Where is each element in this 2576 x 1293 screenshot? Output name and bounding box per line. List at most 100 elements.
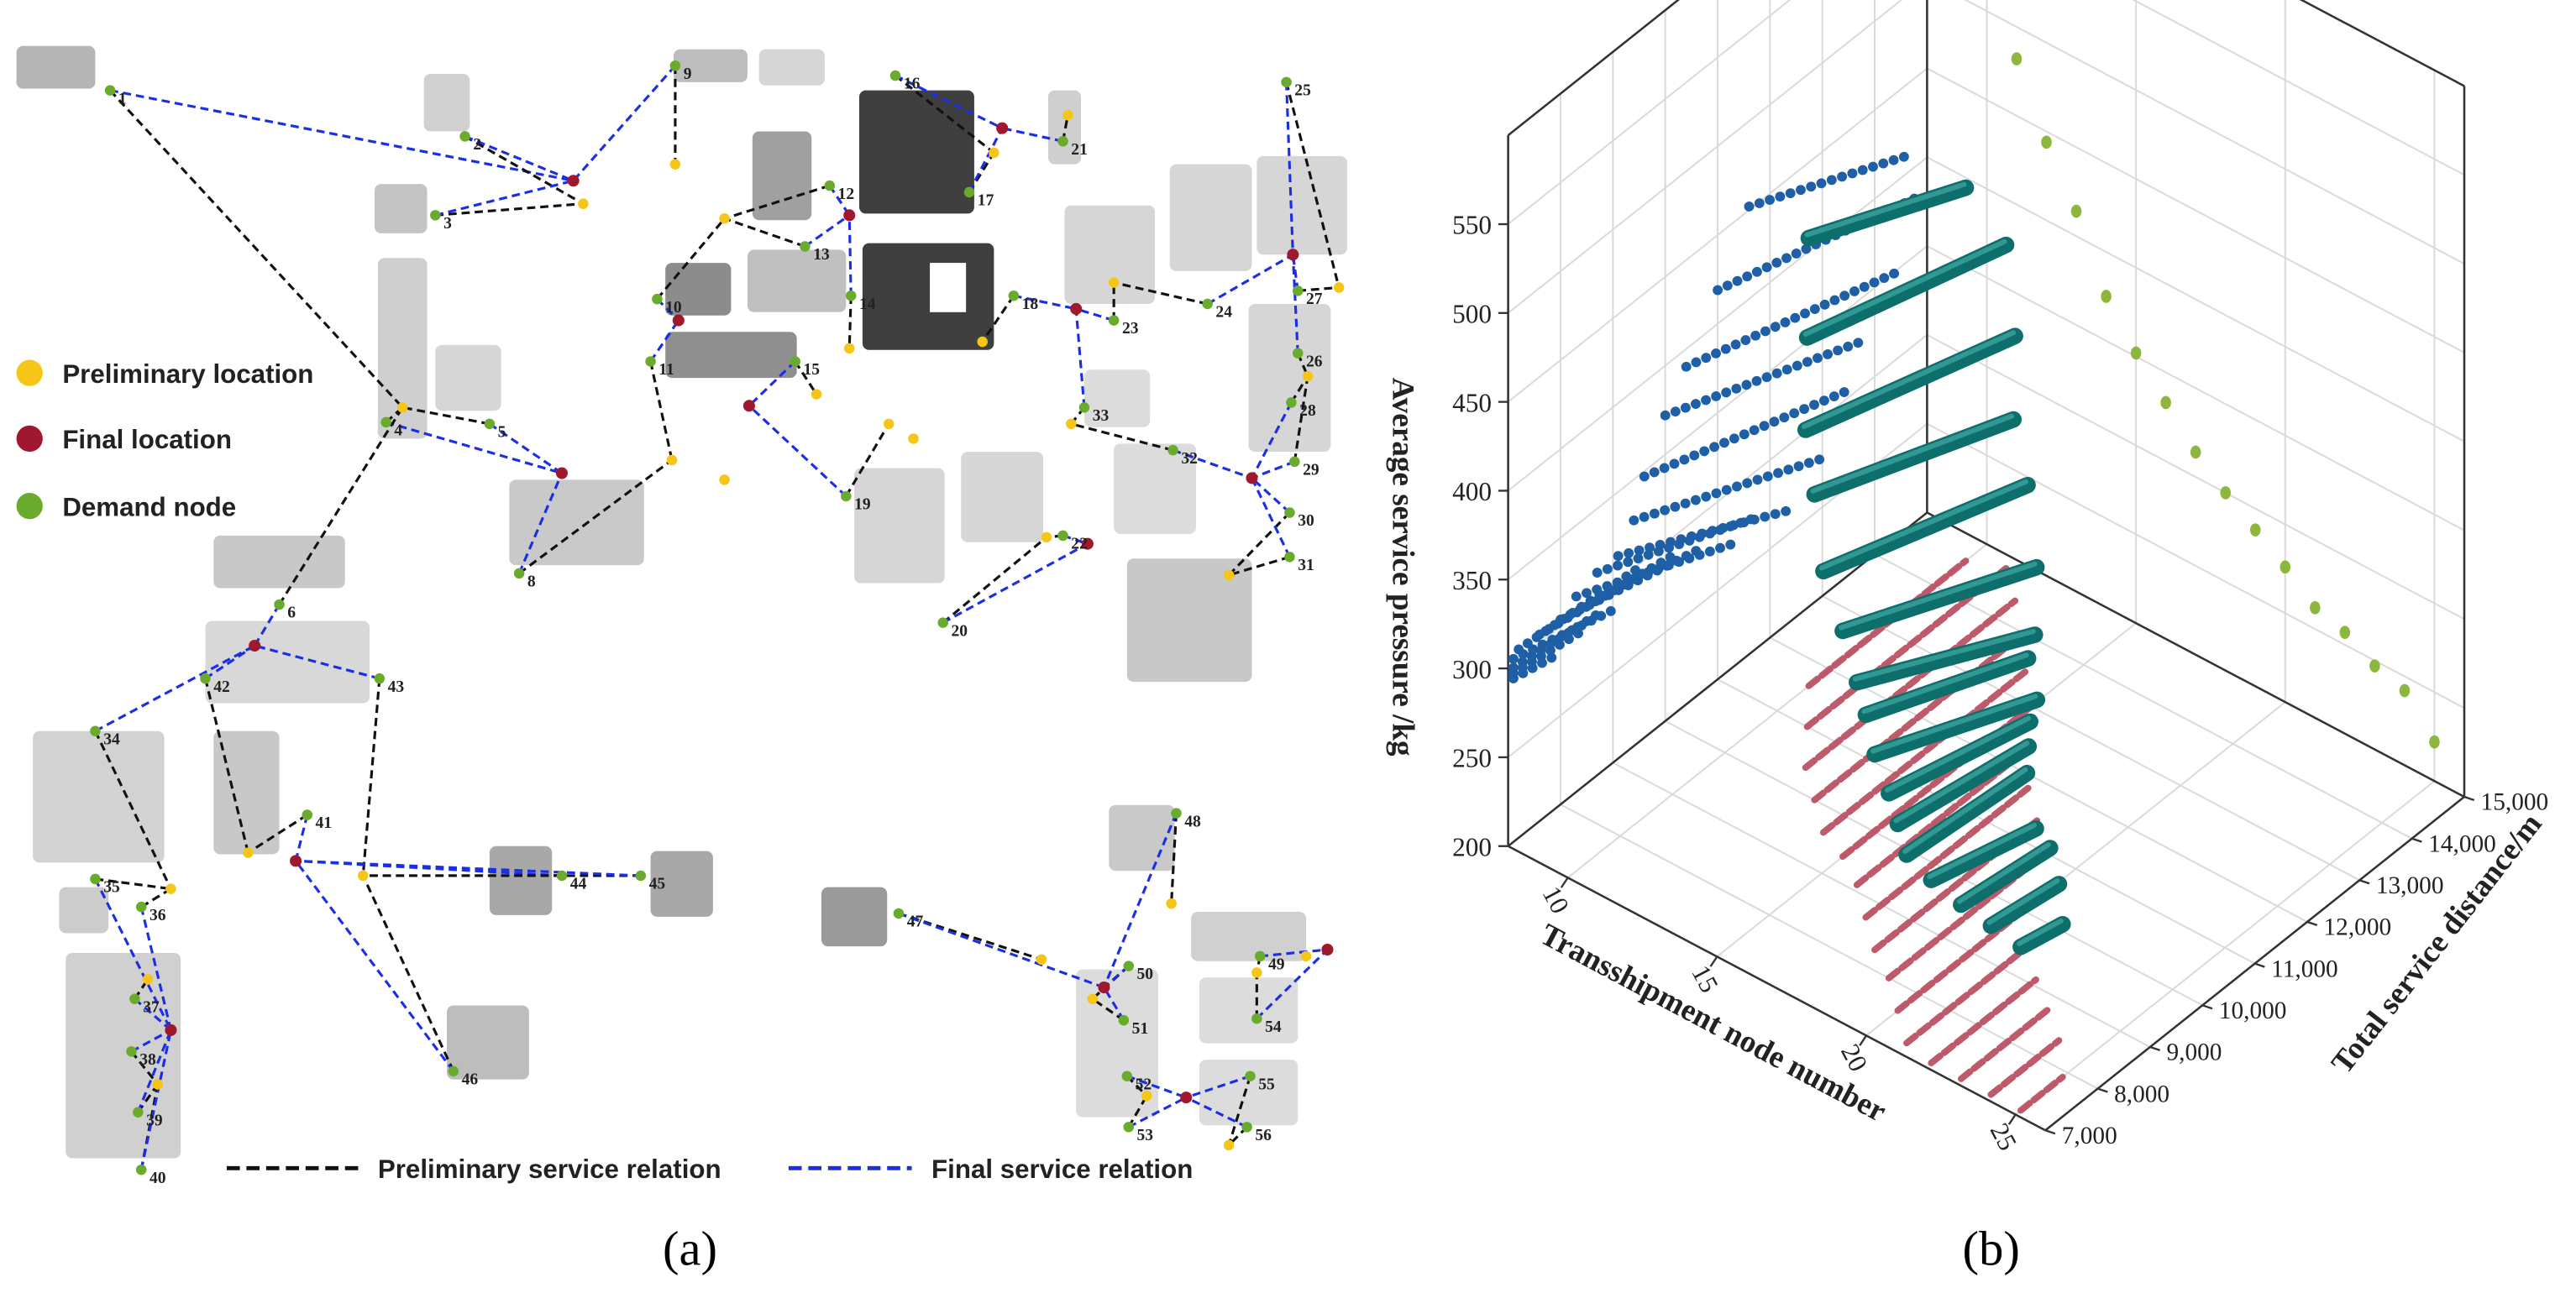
y-tick-label: 14,000 xyxy=(2428,830,2496,857)
node-pressure-point xyxy=(2339,626,2351,640)
building xyxy=(33,730,165,863)
demand-node xyxy=(1123,1122,1135,1133)
preliminary-relation xyxy=(1227,511,1291,576)
preliminary-relation xyxy=(724,217,805,248)
preliminary-location xyxy=(1036,954,1047,966)
grid-line xyxy=(1926,67,2465,353)
demand-node xyxy=(133,1107,144,1118)
final-relation xyxy=(134,997,172,1032)
preliminary-location xyxy=(165,883,176,894)
building xyxy=(1191,912,1307,961)
preliminary-location xyxy=(1166,898,1177,909)
preliminary-relation xyxy=(1070,422,1173,452)
rod-highlight xyxy=(1986,878,2060,925)
grid-line xyxy=(2132,0,2465,176)
distance-pressure-projection xyxy=(1508,606,1608,673)
building xyxy=(423,74,470,132)
legend-marker xyxy=(16,425,43,453)
final-relation xyxy=(294,814,309,861)
final-relation xyxy=(253,604,281,646)
distance-pressure-projection xyxy=(1629,452,1833,526)
final-relation xyxy=(464,134,574,182)
preliminary-relation xyxy=(435,202,584,217)
demand-node xyxy=(1284,552,1295,563)
demand-node xyxy=(790,356,800,367)
demand-node xyxy=(1202,298,1213,310)
node-label: 2 xyxy=(473,136,481,154)
node-label: 10 xyxy=(665,299,682,317)
preliminary-relation xyxy=(401,406,491,426)
final-relation xyxy=(1013,294,1077,311)
final-relation xyxy=(968,127,1004,193)
node-label: 20 xyxy=(952,622,968,640)
demand-node xyxy=(126,1046,137,1057)
preliminary-location xyxy=(811,389,822,400)
building xyxy=(673,49,748,82)
y-tick xyxy=(2201,1004,2213,1010)
node-label: 17 xyxy=(978,192,994,210)
node-label: 28 xyxy=(1299,402,1316,420)
node-label: 16 xyxy=(904,76,921,93)
demand-node xyxy=(302,809,313,820)
preliminary-location xyxy=(719,474,730,485)
grid-line xyxy=(1926,156,2465,442)
demand-node xyxy=(135,901,147,913)
rod xyxy=(1889,738,2038,833)
node-label: 22 xyxy=(1071,536,1088,553)
node-pressure-point xyxy=(2041,135,2052,149)
final-relation xyxy=(1260,948,1328,958)
building xyxy=(59,887,109,934)
final-relation xyxy=(1251,477,1291,558)
node-pressure-point xyxy=(2220,486,2231,500)
demand-node xyxy=(459,131,470,142)
building xyxy=(213,730,280,855)
node-pressure-point xyxy=(2310,600,2321,615)
node-label: 56 xyxy=(1255,1127,1272,1144)
preliminary-relation xyxy=(361,678,381,877)
legend-label: Demand node xyxy=(62,492,236,521)
node-pressure-point xyxy=(2369,659,2380,673)
final-relation xyxy=(109,89,574,182)
preliminary-relation xyxy=(1127,1095,1148,1128)
y-tick xyxy=(2097,1087,2108,1093)
preliminary-location xyxy=(1223,569,1235,581)
final-relation xyxy=(254,644,380,680)
building xyxy=(1064,205,1156,305)
node-pressure-point xyxy=(2070,204,2082,218)
legend-label: Final service relation xyxy=(931,1154,1193,1184)
final-relation xyxy=(489,422,563,474)
rod xyxy=(1806,411,2023,503)
final-relation xyxy=(139,1029,172,1170)
building xyxy=(665,263,732,316)
final-location xyxy=(1180,1091,1193,1104)
final-relation xyxy=(895,74,1003,130)
final-relation xyxy=(295,859,563,877)
final-relation xyxy=(204,644,256,680)
preliminary-relation xyxy=(656,217,726,301)
preliminary-relation xyxy=(361,875,455,1072)
demand-node xyxy=(1251,1013,1262,1024)
preliminary-location xyxy=(1300,950,1312,962)
rod-highlight xyxy=(1884,715,2032,793)
node-label: 8 xyxy=(527,573,536,591)
node-label: 54 xyxy=(1265,1018,1282,1036)
node-label: 38 xyxy=(139,1051,156,1069)
demand-node xyxy=(90,873,101,885)
node-label: 52 xyxy=(1136,1076,1152,1093)
final-location xyxy=(165,1023,177,1036)
distance-pressure-projection xyxy=(1681,268,1901,372)
legend-marker xyxy=(16,359,43,386)
rod xyxy=(1982,876,2068,934)
preliminary-relation xyxy=(130,1050,159,1086)
preliminary-relation xyxy=(844,423,890,497)
final-relation xyxy=(1185,1096,1248,1128)
node-label: 29 xyxy=(1303,462,1319,479)
legend-marker xyxy=(16,493,43,520)
preliminary-location xyxy=(883,418,895,430)
demand-node xyxy=(1286,397,1297,408)
final-relation xyxy=(1126,1075,1187,1099)
preliminary-location xyxy=(1223,1139,1235,1151)
node-label: 1 xyxy=(118,90,127,107)
